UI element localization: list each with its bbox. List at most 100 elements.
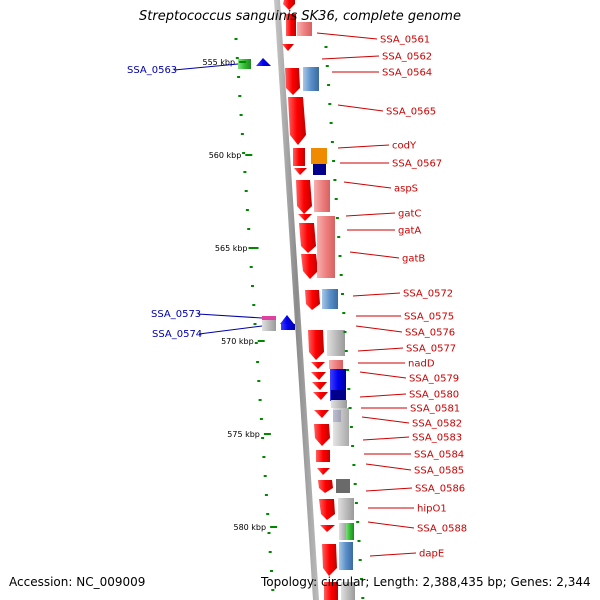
gene-arrow xyxy=(305,290,320,310)
guide-dot xyxy=(248,247,252,249)
guide-dot xyxy=(358,559,362,561)
guide-dot xyxy=(352,464,356,466)
label-leader-line xyxy=(355,325,403,333)
gene-label: SSA_0584 xyxy=(414,450,464,461)
gene-label: SSA_0581 xyxy=(410,404,460,415)
gene-box xyxy=(311,148,327,164)
guide-dot xyxy=(339,274,343,276)
guide-dot xyxy=(253,323,257,325)
scale-tick-label: 555 kbp xyxy=(202,58,235,67)
plus-strand-labels: SSA_0561 SSA_0562 SSA_0564 SSA_0565 codY SSA_… xyxy=(316,32,467,560)
guide-dot xyxy=(338,255,342,257)
gene-box xyxy=(333,408,349,446)
label-leader-line xyxy=(369,552,417,557)
guide-dot xyxy=(333,179,337,181)
gene-label: SSA_0575 xyxy=(404,312,454,323)
scale-tick-label: 570 kbp xyxy=(221,337,254,346)
gene-box xyxy=(327,330,345,356)
gene-features xyxy=(238,0,355,600)
guide-dot xyxy=(341,293,344,295)
scale-tick-label: 575 kbp xyxy=(227,430,260,439)
guide-dot xyxy=(347,388,351,390)
scale-tick-label: 580 kbp xyxy=(233,523,266,532)
guide-dot xyxy=(264,494,268,496)
guide-dot xyxy=(346,369,350,371)
gene-arrow xyxy=(312,382,327,390)
guide-dot xyxy=(351,445,355,447)
gene-box xyxy=(339,542,353,570)
guide-dot xyxy=(344,350,348,352)
label-leader-line xyxy=(321,55,380,60)
label-leader-line xyxy=(352,292,401,297)
guide-dot xyxy=(271,589,275,591)
gene-arrow xyxy=(296,180,312,214)
label-leader-line xyxy=(361,416,410,424)
gene-arrow xyxy=(282,44,294,51)
gene-label: codY xyxy=(392,141,417,152)
label-leader-line xyxy=(345,212,396,217)
gene-label: SSA_0574 xyxy=(152,329,202,340)
scale-tick xyxy=(270,526,278,528)
guide-dot xyxy=(337,236,341,238)
gene-box xyxy=(346,523,354,540)
gene-arrow xyxy=(314,424,330,446)
gene-arrow xyxy=(322,544,337,576)
gene-label: SSA_0564 xyxy=(382,68,432,79)
guide-dot xyxy=(356,521,360,523)
guide-dot xyxy=(332,160,336,162)
gene-arrow xyxy=(285,68,300,95)
guide-dot xyxy=(235,57,239,59)
gene-box xyxy=(324,582,338,600)
label-leader-line xyxy=(173,63,239,71)
guide-dot xyxy=(325,65,329,67)
guide-dot xyxy=(249,266,253,268)
gene-box xyxy=(262,316,276,320)
gene-label: aspS xyxy=(394,184,418,195)
gene-box xyxy=(336,479,350,493)
gene-label: dapE xyxy=(419,549,444,560)
gene-box xyxy=(339,523,347,540)
gene-box xyxy=(341,582,355,600)
gene-label: SSA_0580 xyxy=(409,390,459,401)
guide-dot xyxy=(259,418,263,420)
gene-box xyxy=(317,216,335,278)
guide-dot xyxy=(329,122,333,124)
gene-label: SSA_0588 xyxy=(417,524,467,535)
guide-dot xyxy=(361,597,365,599)
gene-box xyxy=(331,400,347,408)
gene-arrow xyxy=(299,223,316,253)
scale-dots xyxy=(234,38,365,599)
gene-label: nadD xyxy=(408,359,435,370)
gene-label: SSA_0563 xyxy=(127,65,177,76)
guide-dot xyxy=(258,399,262,401)
gene-arrow xyxy=(283,0,295,10)
scale-tick xyxy=(257,340,265,342)
guide-dot xyxy=(335,217,339,219)
gene-arrow xyxy=(319,499,335,520)
gene-box xyxy=(331,390,345,400)
label-leader-line xyxy=(357,347,404,352)
gene-box xyxy=(316,450,330,462)
gene-label: SSA_0573 xyxy=(151,309,201,320)
guide-dot xyxy=(327,84,331,86)
guide-dot xyxy=(268,551,272,553)
scale-tick xyxy=(245,154,253,156)
guide-dot xyxy=(343,331,347,333)
guide-dot xyxy=(334,198,338,200)
gene-arrow xyxy=(311,372,326,380)
gene-arrow xyxy=(313,392,328,400)
label-leader-line xyxy=(362,436,410,441)
guide-dot xyxy=(247,228,251,230)
gene-arrow xyxy=(314,410,329,418)
gene-arrow xyxy=(256,58,271,66)
label-leader-line xyxy=(367,521,415,529)
gene-label: SSA_0583 xyxy=(412,433,462,444)
guide-dot xyxy=(353,483,357,485)
gene-label: hipO1 xyxy=(417,504,447,515)
guide-dot xyxy=(240,133,244,135)
label-leader-line xyxy=(359,371,407,379)
label-leader-line xyxy=(343,181,392,189)
guide-dot xyxy=(263,475,267,477)
scale-tick xyxy=(251,247,259,249)
label-leader-line xyxy=(365,487,413,492)
